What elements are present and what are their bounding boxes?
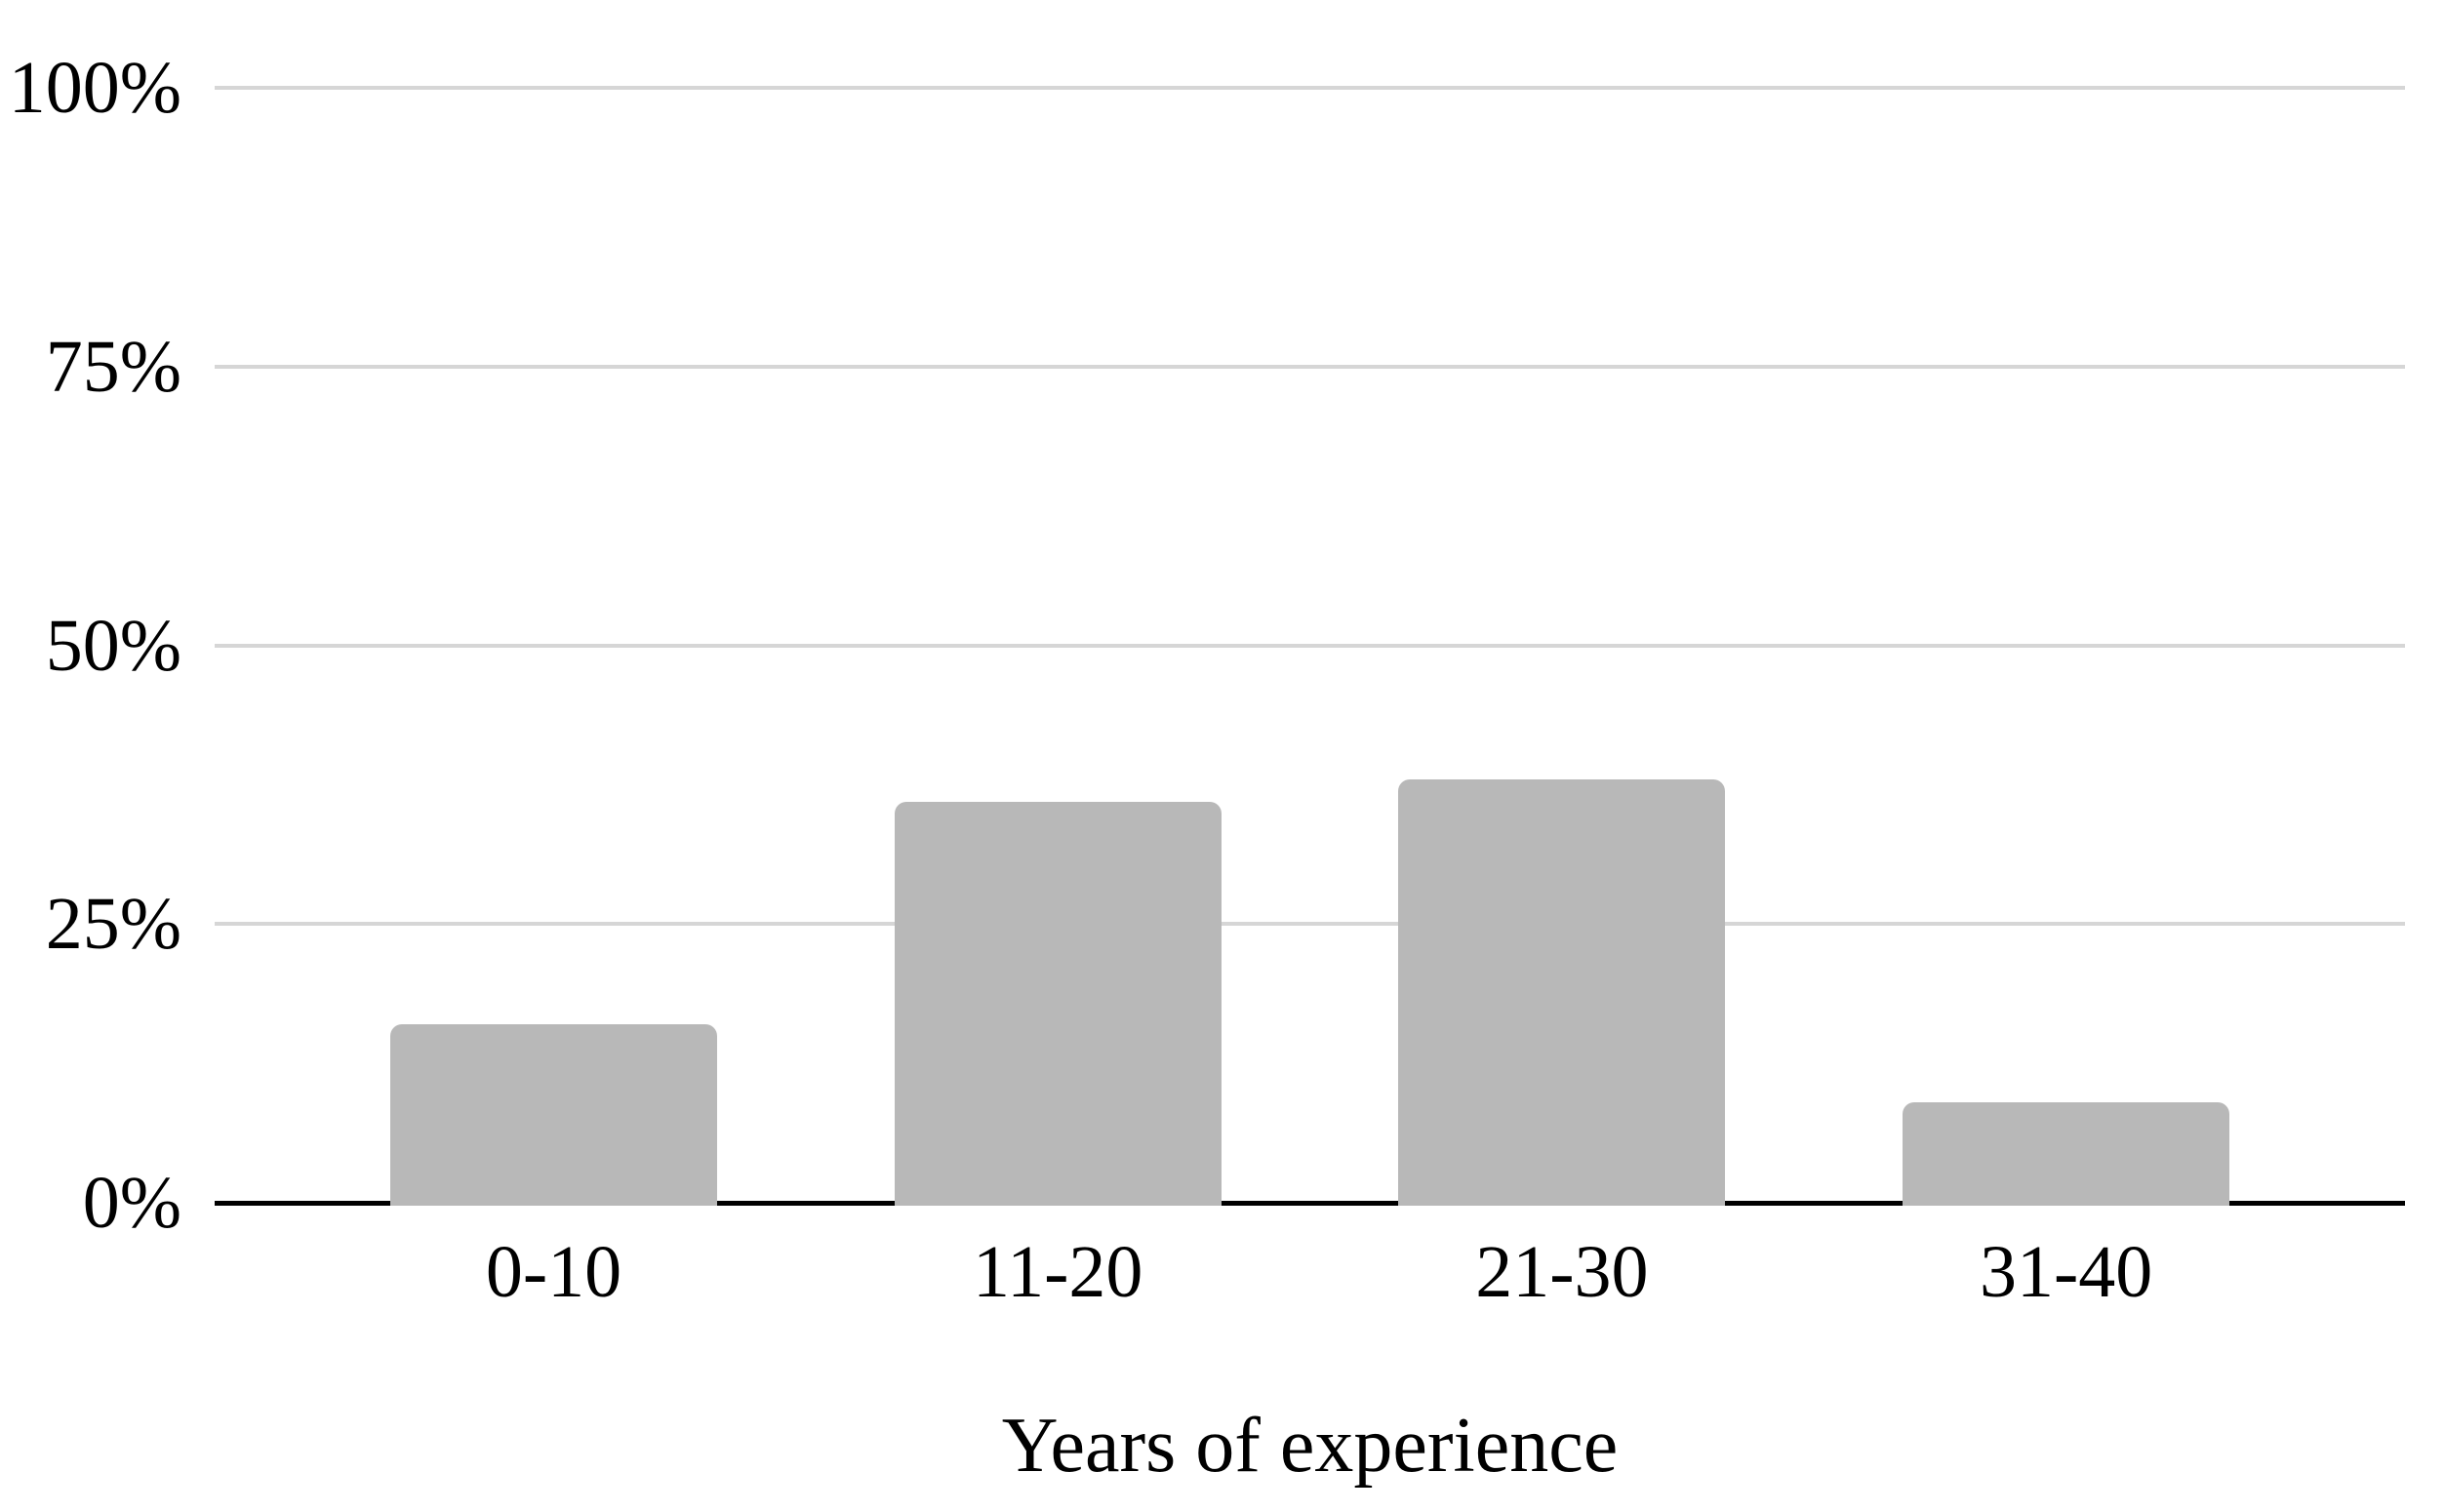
y-tick-label: 75% <box>45 325 181 408</box>
gridline <box>215 922 2405 927</box>
bar <box>1398 778 1726 1206</box>
bar <box>1903 1102 2230 1206</box>
x-axis-title: Years of experience <box>1001 1403 1619 1489</box>
x-tick-label: 31-40 <box>1979 1231 2153 1313</box>
y-tick-label: 0% <box>82 1162 181 1244</box>
y-tick-label: 50% <box>45 604 181 687</box>
x-tick-label: 21-30 <box>1475 1231 1649 1313</box>
x-axis-line <box>215 1201 2405 1206</box>
gridline <box>215 86 2405 90</box>
y-tick-label: 100% <box>8 47 181 129</box>
bar <box>894 801 1222 1206</box>
bar <box>390 1024 717 1206</box>
gridline <box>215 364 2405 369</box>
y-tick-label: 25% <box>45 883 181 966</box>
x-tick-label: 0-10 <box>485 1231 622 1313</box>
x-tick-label: 11-20 <box>972 1231 1143 1313</box>
gridline <box>215 643 2405 648</box>
